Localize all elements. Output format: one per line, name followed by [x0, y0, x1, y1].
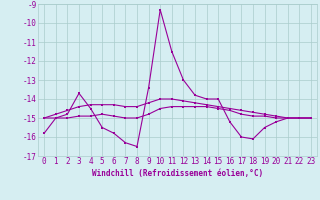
X-axis label: Windchill (Refroidissement éolien,°C): Windchill (Refroidissement éolien,°C): [92, 169, 263, 178]
